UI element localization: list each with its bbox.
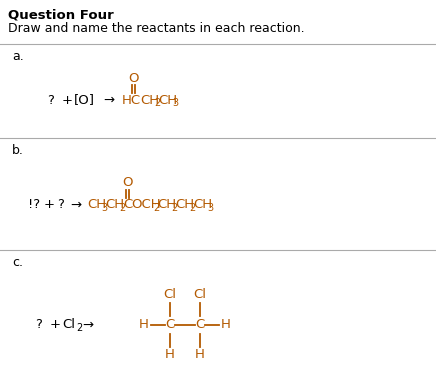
- Text: H: H: [139, 319, 149, 331]
- Text: CH: CH: [140, 94, 159, 106]
- Text: ?: ?: [47, 94, 54, 106]
- Text: OCH: OCH: [131, 199, 160, 211]
- Text: ?: ?: [35, 319, 42, 331]
- Text: →: →: [82, 319, 93, 331]
- Text: c.: c.: [12, 256, 23, 269]
- Text: O: O: [128, 71, 138, 85]
- Text: b.: b.: [12, 144, 24, 157]
- Text: Draw and name the reactants in each reaction.: Draw and name the reactants in each reac…: [8, 22, 305, 35]
- Text: CH: CH: [105, 199, 124, 211]
- Text: 3: 3: [207, 203, 213, 213]
- Text: C: C: [123, 199, 132, 211]
- Text: H: H: [165, 348, 175, 362]
- Text: Cl: Cl: [194, 289, 207, 301]
- Text: [O]: [O]: [74, 94, 95, 106]
- Text: →: →: [70, 199, 81, 211]
- Text: H: H: [221, 319, 231, 331]
- Text: 2: 2: [189, 203, 195, 213]
- Text: Cl: Cl: [164, 289, 177, 301]
- Text: 2: 2: [171, 203, 177, 213]
- Text: O: O: [122, 177, 132, 189]
- Text: !?: !?: [28, 199, 40, 211]
- Text: 3: 3: [172, 98, 178, 108]
- Text: 2: 2: [76, 323, 82, 333]
- Text: Question Four: Question Four: [8, 8, 114, 21]
- Text: Cl: Cl: [62, 319, 75, 331]
- Text: +: +: [62, 94, 73, 106]
- Text: CH: CH: [157, 199, 176, 211]
- Text: a.: a.: [12, 50, 24, 63]
- Text: +: +: [50, 319, 61, 331]
- Text: +: +: [44, 199, 55, 211]
- Text: H: H: [195, 348, 205, 362]
- Text: C: C: [195, 319, 204, 331]
- Text: CH: CH: [175, 199, 194, 211]
- Text: CH: CH: [193, 199, 212, 211]
- Text: 2: 2: [154, 98, 160, 108]
- Text: →: →: [103, 94, 114, 106]
- Text: 2: 2: [119, 203, 125, 213]
- Text: CH: CH: [158, 94, 177, 106]
- Text: 2: 2: [153, 203, 159, 213]
- Text: ?: ?: [57, 199, 64, 211]
- Text: CH: CH: [87, 199, 106, 211]
- Text: 3: 3: [101, 203, 107, 213]
- Text: C: C: [165, 319, 175, 331]
- Text: HC: HC: [122, 94, 141, 106]
